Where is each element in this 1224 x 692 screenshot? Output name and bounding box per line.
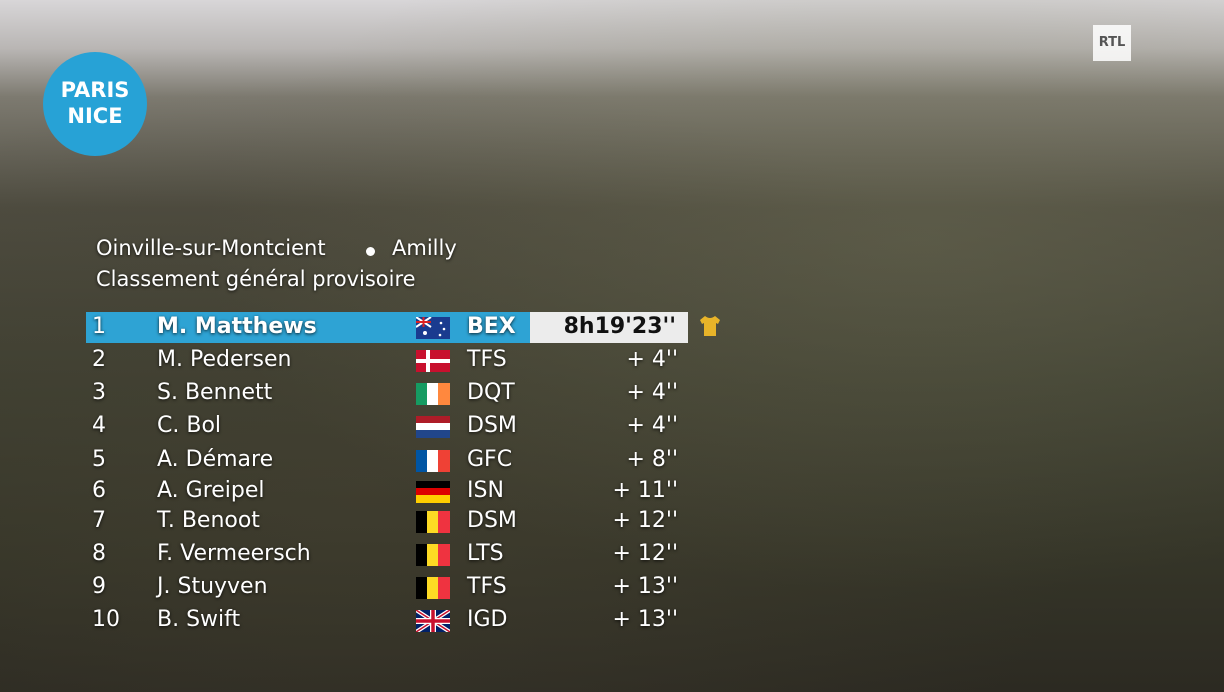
- flag: [416, 450, 450, 472]
- flag: [416, 511, 450, 533]
- flag: [416, 544, 450, 566]
- team: ISN: [467, 478, 504, 503]
- flag: [416, 577, 450, 599]
- flag: [416, 383, 450, 405]
- rider: F. Vermeersch: [157, 541, 311, 566]
- flag: [416, 610, 450, 632]
- time: + 13'': [612, 607, 678, 632]
- rider: J. Stuyven: [157, 574, 268, 599]
- row: 3 S. Bennett DQT + 4'': [86, 378, 690, 409]
- subtitle: Classement général provisoire: [96, 267, 416, 291]
- row: 2 M. Pedersen TFS + 4'': [86, 345, 690, 376]
- team: TFS: [467, 574, 507, 599]
- team: GFC: [467, 447, 513, 472]
- team: TFS: [467, 347, 507, 372]
- flag: [416, 317, 450, 339]
- row: 6 A. Greipel ISN + 11'': [86, 476, 690, 507]
- rider: T. Benoot: [157, 508, 260, 533]
- rank: 1: [92, 314, 106, 339]
- team: IGD: [467, 607, 508, 632]
- row: 7 T. Benoot DSM + 12'': [86, 506, 690, 537]
- rank: 10: [92, 607, 120, 632]
- rider: C. Bol: [157, 413, 222, 438]
- rank: 6: [92, 478, 106, 503]
- yellow-jersey: [700, 316, 720, 336]
- team: DQT: [467, 380, 515, 405]
- rank: 5: [92, 447, 106, 472]
- rank: 7: [92, 508, 106, 533]
- flag: [416, 481, 450, 503]
- time: + 11'': [612, 478, 678, 503]
- flag: [416, 350, 450, 372]
- rank: 8: [92, 541, 106, 566]
- logo-line: NICE: [67, 104, 123, 128]
- route-dot: [366, 247, 375, 256]
- rank: 2: [92, 347, 106, 372]
- rider: B. Swift: [157, 607, 241, 632]
- time-box: 8h19'23'': [530, 312, 688, 343]
- route-start: Oinville-sur-Montcient: [96, 236, 326, 260]
- race-logo: PARIS NICE: [43, 52, 147, 156]
- time: + 12'': [612, 508, 678, 533]
- row: 4 C. Bol DSM + 4'': [86, 411, 690, 442]
- row: 9 J. Stuyven TFS + 13'': [86, 572, 690, 603]
- team: BEX: [467, 314, 516, 339]
- rank: 9: [92, 574, 106, 599]
- team: LTS: [467, 541, 504, 566]
- row: 1 M. Matthews BEX 8h19'23'': [86, 312, 688, 343]
- time: 8h19'23'': [563, 314, 676, 339]
- time: + 4'': [626, 347, 678, 372]
- team: DSM: [467, 413, 517, 438]
- flag: [416, 416, 450, 438]
- rank: 3: [92, 380, 106, 405]
- row: 8 F. Vermeersch LTS + 12'': [86, 539, 690, 570]
- time: + 8'': [626, 447, 678, 472]
- team: DSM: [467, 508, 517, 533]
- broadcaster-logo: RTL: [1093, 25, 1131, 61]
- rider: S. Bennett: [157, 380, 273, 405]
- rider: M. Matthews: [157, 314, 317, 339]
- route-end: Amilly: [392, 236, 457, 260]
- row: 10 B. Swift IGD + 13'': [86, 605, 690, 636]
- time: + 12'': [612, 541, 678, 566]
- rank: 4: [92, 413, 106, 438]
- row: 5 A. Démare GFC + 8'': [86, 445, 690, 476]
- rider: M. Pedersen: [157, 347, 292, 372]
- time: + 4'': [626, 380, 678, 405]
- rider: A. Démare: [157, 447, 274, 472]
- time: + 4'': [626, 413, 678, 438]
- time: + 13'': [612, 574, 678, 599]
- rider: A. Greipel: [157, 478, 265, 503]
- logo-line: PARIS: [60, 78, 130, 102]
